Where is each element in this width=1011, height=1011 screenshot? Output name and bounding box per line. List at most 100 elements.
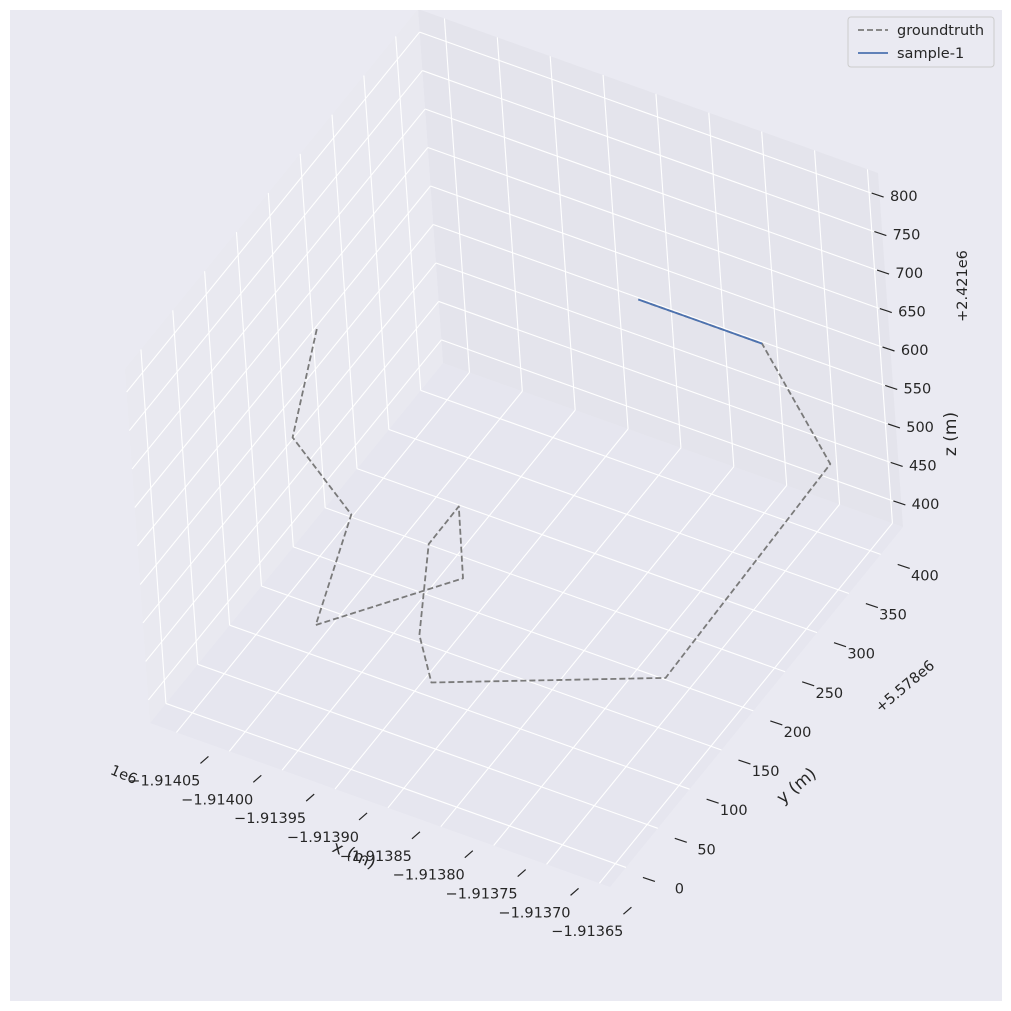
y-tick-label-5: 250 <box>815 686 843 702</box>
y-tick-label-0: 0 <box>675 881 684 897</box>
z-tick-2 <box>887 423 901 429</box>
legend-label-groundtruth: groundtruth <box>897 23 984 39</box>
x-tick-2 <box>305 793 315 802</box>
y-tick-label-8: 400 <box>911 568 939 584</box>
grid-z-back-0 <box>441 339 902 505</box>
grid-y-floor-1 <box>197 663 658 829</box>
grid-y-floor-0 <box>165 702 627 868</box>
z-tick-label-2: 500 <box>906 420 934 436</box>
grid-z-back-3 <box>433 223 894 389</box>
grid-x-floor-8 <box>598 522 893 884</box>
z-tick-label-0: 400 <box>912 497 940 513</box>
axis-ticks: −1.91405 −1.91400 −1.91395 −1.91390 −1.91385… <box>128 189 939 940</box>
z-tick-label-1: 450 <box>909 458 937 474</box>
y-tick-label-7: 350 <box>879 608 907 624</box>
z-tick-8 <box>871 192 884 198</box>
y-tick-6 <box>833 642 847 648</box>
grid-z-left-3 <box>139 224 434 585</box>
z-tick-label-3: 550 <box>904 381 932 397</box>
z-tick-label-8: 800 <box>890 189 918 205</box>
z-tick-label-7: 750 <box>893 228 921 244</box>
grid-y-floor-3 <box>261 585 722 751</box>
z-tick-5 <box>879 307 892 314</box>
x-tick-label-6: −1.91375 <box>446 887 518 903</box>
figure-background: −1.91405 −1.91400 −1.91395 −1.91390 −1.91385… <box>10 10 1002 1001</box>
grid-lines <box>126 18 902 884</box>
grid-x-floor-3 <box>334 428 629 790</box>
grid-y-floor-2 <box>229 624 690 790</box>
z-tick-label-4: 600 <box>901 343 929 359</box>
z-tick-3 <box>885 384 898 391</box>
grid-x-floor-1 <box>228 390 523 752</box>
y-tick-7 <box>865 602 879 609</box>
legend-label-sample-1: sample-1 <box>897 46 964 62</box>
legend: groundtruth sample-1 <box>847 16 995 68</box>
x-tick-7 <box>570 887 579 896</box>
grid-x-floor-5 <box>440 466 735 828</box>
series-line-sample-1 <box>637 298 763 345</box>
y-axis-label: y (m) <box>773 764 821 808</box>
y-offset-label: +5.578e6 <box>873 658 938 716</box>
x-tick-label-3: −1.91390 <box>287 830 359 846</box>
grid-y-floor-5 <box>324 507 786 673</box>
y-tick-1 <box>674 837 687 843</box>
z-tick-1 <box>890 461 903 468</box>
y-tick-label-4: 200 <box>784 725 812 741</box>
grid-x-floor-6 <box>493 485 788 846</box>
grid-z-back-1 <box>438 300 899 466</box>
grid-y-floor-8 <box>420 389 881 555</box>
grid-z-back-7 <box>422 70 883 236</box>
grid-z-left-7 <box>128 70 423 431</box>
grid-x-floor-4 <box>387 447 682 809</box>
grid-x-floor-7 <box>546 504 840 865</box>
axis-panes <box>125 10 903 887</box>
y-tick-label-3: 150 <box>752 764 780 780</box>
x-offset-label: 1e6 <box>108 763 139 788</box>
grid-z-left-1 <box>145 301 440 662</box>
x-tick-3 <box>358 812 368 821</box>
series-line-groundtruth <box>291 298 832 684</box>
grid-z-left-2 <box>142 262 437 624</box>
grid-y-floor-6 <box>356 468 818 634</box>
x-tick-1 <box>252 774 262 783</box>
grid-z-back-6 <box>424 108 886 274</box>
y-tick-label-6: 300 <box>847 647 875 663</box>
grid-x-floor-0 <box>176 372 470 733</box>
z-tick-6 <box>876 269 890 275</box>
y-tick-4 <box>770 720 783 726</box>
y-tick-8 <box>897 563 910 569</box>
x-tick-0 <box>200 755 209 764</box>
z-tick-label-5: 650 <box>898 305 926 321</box>
z-offset-label: +2.421e6 <box>955 250 971 322</box>
x-tick-4 <box>411 831 421 840</box>
grid-z-left-5 <box>134 147 429 508</box>
legend-box <box>847 16 995 68</box>
y-tick-0 <box>642 876 656 883</box>
grid-z-back-4 <box>430 185 891 351</box>
y-tick-label-2: 100 <box>720 803 748 819</box>
z-tick-label-6: 700 <box>895 266 923 282</box>
z-tick-0 <box>893 500 906 506</box>
grid-y-floor-7 <box>388 429 850 595</box>
x-tick-label-5: −1.91380 <box>393 868 465 884</box>
grid-z-back-5 <box>427 147 888 313</box>
x-tick-6 <box>517 869 527 877</box>
y-tick-label-1: 50 <box>697 842 715 858</box>
grid-z-back-2 <box>435 262 897 428</box>
data-lines <box>291 298 832 684</box>
x-tick-5 <box>464 850 474 859</box>
z-tick-4 <box>882 346 895 352</box>
grid-z-back-8 <box>419 31 880 197</box>
grid-z-left-8 <box>126 31 421 393</box>
y-tick-2 <box>706 798 719 804</box>
x-tick-label-7: −1.91370 <box>498 905 570 921</box>
y-tick-5 <box>801 681 815 687</box>
grid-z-left-0 <box>147 339 442 701</box>
x-tick-label-4: −1.91385 <box>340 849 412 865</box>
x-tick-label-8: −1.91365 <box>551 924 623 940</box>
grid-y-floor-4 <box>293 546 754 712</box>
x-tick-8 <box>623 906 632 915</box>
grid-z-left-4 <box>137 185 431 547</box>
x-tick-label-0: −1.91405 <box>128 773 200 789</box>
y-tick-3 <box>738 759 751 765</box>
